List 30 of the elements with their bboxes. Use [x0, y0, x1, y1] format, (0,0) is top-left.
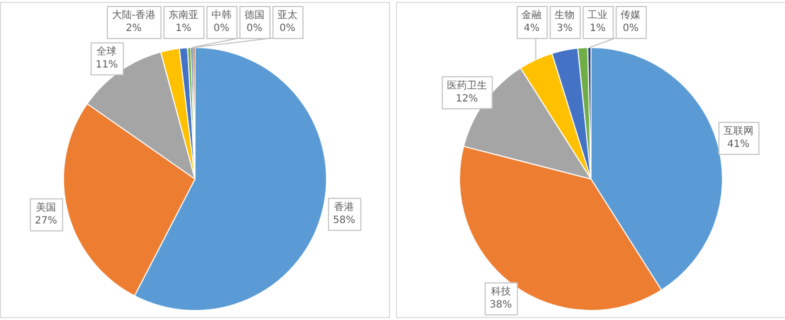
data-label: 1%	[176, 23, 192, 34]
data-label: 27%	[34, 215, 58, 226]
slice-label: 金融	[522, 9, 542, 22]
data-label: 2%	[126, 23, 142, 34]
slice-label: 香港	[334, 200, 354, 213]
data-label: 0%	[214, 23, 230, 34]
slice-label: 全球	[96, 45, 117, 58]
data-label: 3%	[556, 23, 573, 34]
data-label: 38%	[490, 299, 512, 310]
slice-label: 亚太	[277, 9, 298, 22]
slice-label: 东南亚	[168, 9, 198, 22]
data-label: 1%	[590, 23, 606, 34]
data-label: 4%	[524, 23, 540, 34]
slice-label: 科技	[490, 285, 511, 298]
data-label: 0%	[246, 23, 262, 34]
slice-label: 美国	[36, 201, 56, 214]
data-label: 12%	[456, 93, 478, 104]
slice-label: 大陆-香港	[112, 9, 156, 22]
slice-label: 中韩	[211, 9, 232, 22]
slice-label: 互联网	[723, 124, 754, 137]
slice-label: 医药卫生	[446, 79, 487, 92]
slice-label: 生物	[554, 9, 575, 22]
slice-label: 德国	[244, 10, 264, 22]
data-label: 0%	[622, 23, 639, 34]
slice-label: 工业	[588, 9, 608, 22]
slice-label: 传媒	[620, 10, 641, 22]
data-label: 58%	[333, 214, 356, 226]
data-label: 11%	[96, 59, 118, 70]
data-label: 0%	[280, 23, 296, 34]
data-label: 41%	[727, 138, 750, 150]
